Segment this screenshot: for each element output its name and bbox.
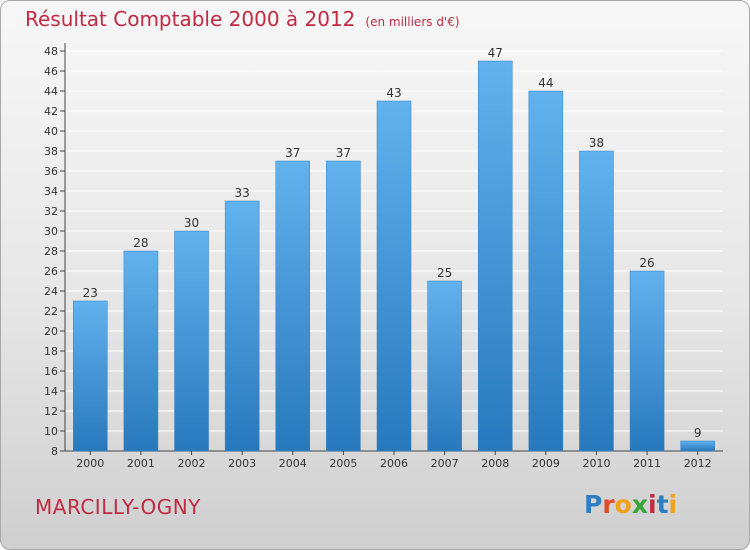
data-label-2000: 23 [83, 286, 98, 300]
data-label-2005: 37 [336, 146, 351, 160]
y-tick-label: 20 [44, 325, 58, 338]
bar-2005 [326, 160, 361, 452]
x-tick-label-2006: 2006 [380, 457, 408, 470]
bar-2006 [376, 100, 412, 452]
x-tick-label-2001: 2001 [127, 457, 155, 470]
proxiti-logo: Proxiti [584, 490, 677, 519]
data-label-2007: 25 [437, 266, 452, 280]
y-tick-label: 38 [44, 145, 58, 158]
x-tick-label-2010: 2010 [582, 457, 610, 470]
y-tick-label: 40 [44, 125, 58, 138]
x-tick-label-2009: 2009 [532, 457, 560, 470]
logo-letter: r [602, 490, 615, 519]
data-label-2001: 28 [133, 236, 148, 250]
y-tick-label: 18 [44, 345, 58, 358]
data-label-2006: 43 [386, 86, 401, 100]
y-tick-label: 30 [44, 225, 58, 238]
bar-chart: 8 10 12 14 16 18 20 22 24 26 28 30 32 34 36 38 40 42 44 46 4… [44, 43, 723, 470]
bar-2003 [224, 200, 260, 452]
y-tick-label: 32 [44, 205, 58, 218]
y-tick-label: 44 [44, 85, 58, 98]
y-tick-label: 48 [44, 45, 58, 58]
x-tick-label-2005: 2005 [329, 457, 357, 470]
y-tick-label: 34 [44, 185, 58, 198]
bar-2000 [73, 300, 108, 452]
data-label-2011: 26 [639, 256, 654, 270]
x-tick-label-2011: 2011 [633, 457, 661, 470]
commune-name: MARCILLY-OGNY [35, 495, 201, 519]
x-tick-label-2004: 2004 [279, 457, 307, 470]
bars: 23 28 30 33 37 37 43 25 47 44 38 26 9 [73, 46, 715, 452]
y-tick-label: 26 [44, 265, 58, 278]
logo-letter: i [648, 490, 657, 519]
logo-letter: x [631, 490, 648, 519]
data-label-2009: 44 [538, 76, 553, 90]
data-label-2010: 38 [589, 136, 604, 150]
y-tick-label: 12 [44, 405, 58, 418]
logo-letter: t [656, 490, 669, 519]
y-tick-label: 24 [44, 285, 58, 298]
bar-2004 [275, 160, 311, 452]
y-tick-label: 16 [44, 365, 58, 378]
data-label-2004: 37 [285, 146, 300, 160]
y-tick-label: 22 [44, 305, 58, 318]
bar-2001 [123, 250, 159, 452]
data-label-2002: 30 [184, 216, 199, 230]
data-label-2012: 9 [694, 426, 702, 440]
logo-letter: o [614, 490, 632, 519]
x-tick-label-2012: 2012 [684, 457, 712, 470]
data-label-2008: 47 [488, 46, 503, 60]
chart-subtitle: (en milliers d'€) [365, 15, 460, 29]
bar-2008 [477, 60, 513, 452]
y-tick-label: 14 [44, 385, 58, 398]
y-tick-label: 10 [44, 425, 58, 438]
x-tick-label-2007: 2007 [431, 457, 459, 470]
y-tick-label: 8 [51, 445, 58, 458]
y-tick-label: 36 [44, 165, 58, 178]
logo-letter: i [668, 490, 678, 519]
x-tick-label-2008: 2008 [481, 457, 509, 470]
data-label-2003: 33 [235, 186, 250, 200]
x-axis: 2000 2001 2002 2003 2004 2005 2006 2007 2008 2009… [76, 451, 712, 470]
x-tick-label-2003: 2003 [228, 457, 256, 470]
bar-2011 [629, 270, 665, 452]
bar-2012 [680, 440, 715, 452]
bar-2007 [427, 280, 462, 452]
x-tick-label-2000: 2000 [76, 457, 104, 470]
bar-2002 [174, 230, 209, 452]
y-tick-label: 28 [44, 245, 58, 258]
x-tick-label-2002: 2002 [178, 457, 206, 470]
logo-letter: P [584, 490, 603, 519]
chart-title-block: Résultat Comptable 2000 à 2012 (en millie… [25, 7, 460, 31]
bar-2009 [528, 90, 564, 452]
bar-2010 [579, 150, 614, 452]
y-tick-label: 42 [44, 105, 58, 118]
chart-title: Résultat Comptable 2000 à 2012 [25, 7, 356, 31]
y-tick-label: 46 [44, 65, 58, 78]
